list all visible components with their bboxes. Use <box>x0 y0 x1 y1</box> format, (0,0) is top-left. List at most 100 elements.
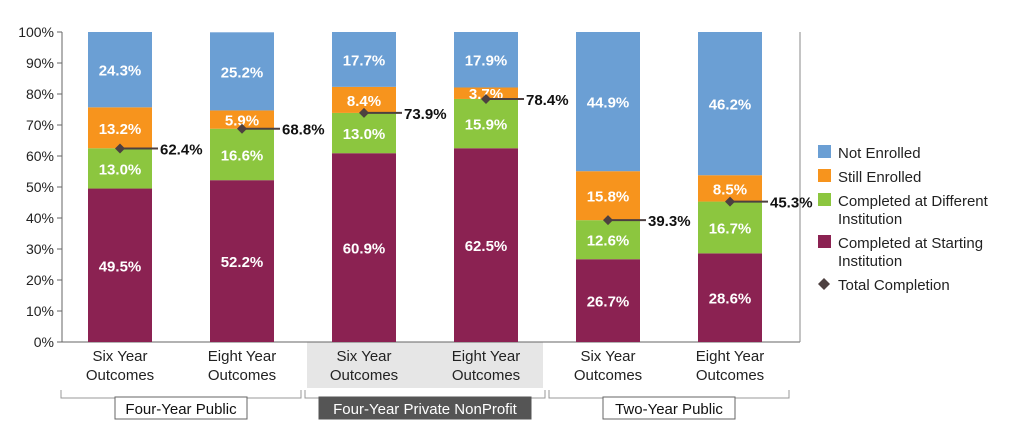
total-completion-label: 78.4% <box>526 92 569 109</box>
bar-value-label: 8.5% <box>713 181 747 198</box>
bar-segment <box>332 112 396 154</box>
group-label: Four-Year Private NonProfit <box>333 401 518 418</box>
legend-swatch <box>818 169 831 182</box>
bar-value-label: 13.0% <box>343 126 386 143</box>
y-tick-label: 70% <box>26 117 54 133</box>
bar-value-label: 8.4% <box>347 93 381 110</box>
total-completion-marker <box>603 215 613 226</box>
group-label-box <box>114 396 248 420</box>
legend-label: Completed at Starting <box>838 235 983 252</box>
bar-value-label: 17.9% <box>465 53 508 70</box>
bar-value-label: 16.6% <box>221 147 264 164</box>
bar-value-label: 28.6% <box>709 291 752 308</box>
bar-segment <box>454 98 518 149</box>
bar-segment <box>88 148 152 189</box>
bar-segment <box>576 220 640 260</box>
group-label-box <box>318 396 532 420</box>
bar-value-label: 13.0% <box>99 161 142 178</box>
total-completion-marker <box>359 107 369 118</box>
bar-segment <box>210 128 274 181</box>
bar-value-label: 46.2% <box>709 97 752 114</box>
bar-value-label: 49.5% <box>99 258 142 275</box>
bar-segment <box>88 32 152 108</box>
x-category-label: Six Year <box>336 348 391 365</box>
y-tick-label: 80% <box>26 86 54 102</box>
y-tick-label: 60% <box>26 148 54 164</box>
bar-segment <box>332 153 396 342</box>
legend-total-marker <box>818 278 830 290</box>
total-completion-label: 39.3% <box>648 213 691 230</box>
bar-value-label: 13.2% <box>99 121 142 138</box>
bar-segment <box>210 110 274 129</box>
x-category-label: Outcomes <box>574 367 642 384</box>
y-tick-label: 100% <box>18 24 54 40</box>
bar-segment <box>88 107 152 149</box>
total-completion-marker <box>237 123 247 134</box>
group-label-box <box>602 396 736 420</box>
y-tick-label: 0% <box>34 334 54 350</box>
bar-value-label: 12.6% <box>587 233 630 250</box>
bar-value-label: 15.8% <box>587 189 630 206</box>
bar-value-label: 15.9% <box>465 117 508 134</box>
y-tick-label: 30% <box>26 241 54 257</box>
legend-label: Institution <box>838 253 902 270</box>
bar-segment <box>88 188 152 342</box>
bar-segment <box>210 32 274 111</box>
legend-swatch <box>818 235 831 248</box>
bar-value-label: 62.5% <box>465 238 508 255</box>
bar-segment <box>454 148 518 342</box>
x-category-label: Outcomes <box>696 367 764 384</box>
x-category-label: Eight Year <box>696 348 764 365</box>
total-completion-marker <box>115 143 125 154</box>
total-completion-marker <box>725 196 735 207</box>
legend-swatch <box>818 193 831 206</box>
x-category-label: Six Year <box>92 348 147 365</box>
bar-segment <box>698 253 762 342</box>
x-category-label: Eight Year <box>452 348 520 365</box>
bar-value-label: 44.9% <box>587 95 630 112</box>
y-tick-label: 90% <box>26 55 54 71</box>
legend-swatch <box>818 145 831 158</box>
bar-segment <box>576 171 640 221</box>
x-category-label: Eight Year <box>208 348 276 365</box>
x-category-label: Outcomes <box>208 367 276 384</box>
bar-value-label: 24.3% <box>99 63 142 80</box>
x-category-label: Outcomes <box>330 367 398 384</box>
bar-value-label: 16.7% <box>709 220 752 237</box>
total-completion-label: 45.3% <box>770 195 813 212</box>
bar-value-label: 5.9% <box>225 113 259 130</box>
total-completion-label: 62.4% <box>160 142 203 159</box>
legend-label: Still Enrolled <box>838 169 921 186</box>
bar-segment <box>454 87 518 99</box>
x-category-label: Outcomes <box>452 367 520 384</box>
legend-label: Not Enrolled <box>838 145 921 162</box>
bar-value-label: 60.9% <box>343 241 386 258</box>
group-label: Four-Year Public <box>125 401 237 418</box>
total-completion-marker <box>481 93 491 104</box>
legend-label: Completed at Different <box>838 193 989 210</box>
total-completion-label: 73.9% <box>404 106 447 123</box>
bar-segment <box>332 32 396 87</box>
bar-segment <box>698 201 762 254</box>
y-tick-label: 10% <box>26 303 54 319</box>
x-category-label: Outcomes <box>86 367 154 384</box>
y-tick-label: 20% <box>26 272 54 288</box>
bar-segment <box>576 32 640 172</box>
bar-value-label: 17.7% <box>343 52 386 69</box>
bar-value-label: 25.2% <box>221 64 264 81</box>
group-highlight-background <box>307 342 543 388</box>
bar-segment <box>576 259 640 342</box>
group-label: Two-Year Public <box>615 401 723 418</box>
legend-label: Total Completion <box>838 277 950 294</box>
bar-segment <box>454 32 518 88</box>
bar-segment <box>698 32 762 176</box>
legend-label: Institution <box>838 211 902 228</box>
x-category-label: Six Year <box>580 348 635 365</box>
y-tick-label: 50% <box>26 179 54 195</box>
bar-value-label: 26.7% <box>587 294 630 311</box>
y-tick-label: 40% <box>26 210 54 226</box>
total-completion-label: 68.8% <box>282 122 325 139</box>
bar-value-label: 52.2% <box>221 254 264 271</box>
bar-segment <box>210 180 274 342</box>
